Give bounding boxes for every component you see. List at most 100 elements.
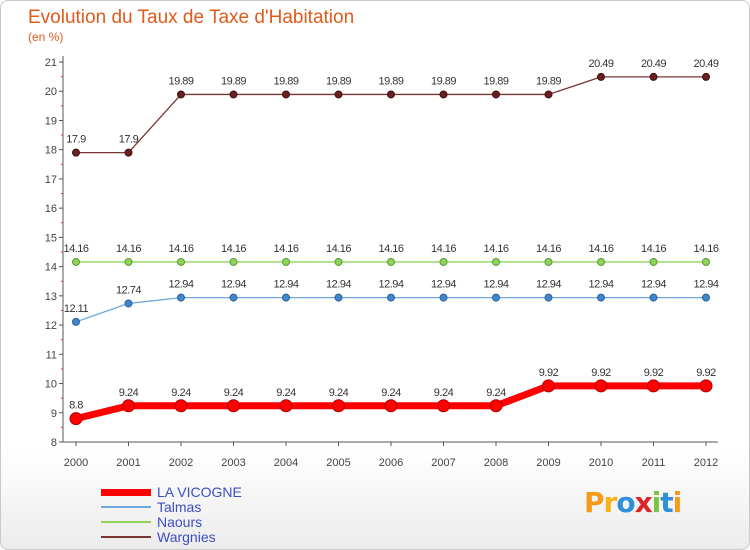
data-label-wargnies: 20.49 — [588, 58, 613, 70]
logo-letter: t — [660, 486, 673, 519]
chart-legend: LA VICOGNE Talmas Naours Wargnies — [101, 484, 321, 545]
data-label-wargnies: 20.49 — [641, 58, 666, 70]
legend-swatch — [101, 489, 151, 496]
legend-item: Talmas — [101, 499, 321, 515]
y-tick-label: 14 — [45, 262, 57, 274]
x-tick-label: 2004 — [274, 457, 298, 469]
data-label-la-vicogne: 9.24 — [119, 387, 139, 399]
data-label-wargnies: 19.89 — [536, 75, 561, 87]
data-point-la-vicogne — [489, 399, 503, 413]
data-label-talmas: 12.11 — [64, 303, 89, 315]
data-point-la-vicogne — [279, 399, 293, 413]
data-label-naours: 14.16 — [221, 243, 246, 255]
data-point-wargnies — [597, 72, 605, 81]
data-label-la-vicogne: 9.92 — [696, 367, 716, 379]
y-tick-label: 11 — [46, 349, 57, 361]
data-label-la-vicogne: 9.24 — [486, 387, 506, 399]
data-label-naours: 14.16 — [273, 243, 298, 255]
data-point-naours — [492, 257, 500, 266]
chart-title: Evolution du Taux de Taxe d'Habitation — [28, 7, 355, 28]
x-tick-label: 2012 — [694, 457, 718, 469]
data-label-talmas: 12.94 — [588, 279, 613, 291]
data-point-la-vicogne — [227, 399, 240, 413]
x-tick-label: 2009 — [536, 457, 560, 469]
data-point-talmas — [124, 299, 133, 308]
data-point-naours — [649, 257, 658, 266]
x-tick-label: 2010 — [589, 457, 613, 469]
data-label-talmas: 12.94 — [693, 279, 718, 291]
data-point-talmas — [649, 293, 658, 302]
data-point-la-vicogne — [437, 399, 450, 413]
data-label-talmas: 12.94 — [326, 279, 351, 291]
data-label-naours: 14.16 — [116, 243, 141, 255]
data-label-talmas: 12.94 — [273, 279, 298, 291]
x-tick-label: 2011 — [642, 457, 666, 469]
data-label-talmas: 12.94 — [483, 279, 508, 291]
y-tick-label: 12 — [45, 320, 57, 332]
legend-item: LA VICOGNE — [101, 484, 321, 500]
data-point-talmas — [597, 293, 605, 302]
data-label-naours: 14.16 — [588, 243, 613, 255]
x-tick-label: 2003 — [221, 457, 245, 469]
data-label-naours: 14.16 — [326, 243, 351, 255]
proxiti-logo: Proxiti — [584, 486, 682, 519]
data-point-naours — [597, 257, 605, 266]
data-label-la-vicogne: 9.24 — [381, 387, 401, 399]
data-label-naours: 14.16 — [378, 243, 403, 255]
data-point-talmas — [387, 293, 395, 302]
legend-item: Wargnies — [101, 529, 321, 545]
data-point-wargnies — [177, 90, 185, 99]
data-point-naours — [177, 257, 185, 266]
data-point-wargnies — [492, 90, 500, 99]
y-tick-label: 17 — [45, 174, 57, 186]
data-label-la-vicogne: 9.92 — [591, 367, 611, 379]
series-line-wargnies — [76, 76, 706, 154]
data-point-la-vicogne — [122, 399, 135, 413]
data-label-la-vicogne: 9.24 — [224, 387, 244, 399]
data-point-naours — [124, 257, 133, 266]
data-point-talmas — [229, 293, 238, 302]
data-point-naours — [387, 257, 395, 266]
data-point-wargnies — [229, 90, 238, 99]
x-tick-label: 2002 — [169, 457, 193, 469]
logo-letter: o — [616, 486, 635, 519]
data-label-naours: 14.16 — [63, 243, 88, 255]
x-tick-label: 2000 — [64, 457, 88, 469]
legend-label: Talmas — [157, 499, 202, 515]
data-label-talmas: 12.94 — [168, 279, 193, 291]
data-label-wargnies: 17.9 — [66, 134, 86, 146]
chart-subtitle: (en %) — [28, 30, 64, 44]
data-label-wargnies: 19.89 — [168, 75, 193, 87]
data-point-la-vicogne — [699, 379, 713, 393]
data-point-la-vicogne — [332, 399, 345, 413]
logo-letter: i — [651, 486, 662, 519]
data-label-wargnies: 19.89 — [378, 75, 403, 87]
legend-label: Wargnies — [157, 529, 216, 545]
legend-item: Naours — [101, 514, 321, 530]
legend-swatch — [101, 536, 151, 538]
data-label-wargnies: 19.89 — [221, 75, 246, 87]
y-tick-label: 21 — [45, 57, 57, 69]
y-tick-label: 19 — [45, 115, 57, 127]
data-point-la-vicogne — [384, 399, 398, 413]
data-label-naours: 14.16 — [536, 243, 561, 255]
data-point-talmas — [492, 293, 500, 302]
data-label-talmas: 12.74 — [116, 284, 141, 296]
y-tick-label: 18 — [45, 145, 57, 157]
data-point-talmas — [177, 293, 185, 302]
data-point-wargnies — [649, 72, 658, 81]
y-tick-label: 15 — [45, 232, 57, 244]
legend-swatch — [101, 521, 151, 523]
legend-label: LA VICOGNE — [157, 484, 242, 500]
y-tick-label: 20 — [45, 86, 57, 98]
data-point-talmas — [702, 293, 710, 302]
data-label-wargnies: 19.89 — [431, 75, 456, 87]
data-label-wargnies: 19.89 — [483, 75, 508, 87]
data-point-wargnies — [439, 90, 448, 99]
data-point-wargnies — [124, 148, 133, 157]
data-label-wargnies: 17.9 — [119, 134, 139, 146]
data-point-la-vicogne — [647, 379, 660, 393]
data-point-naours — [229, 257, 238, 266]
